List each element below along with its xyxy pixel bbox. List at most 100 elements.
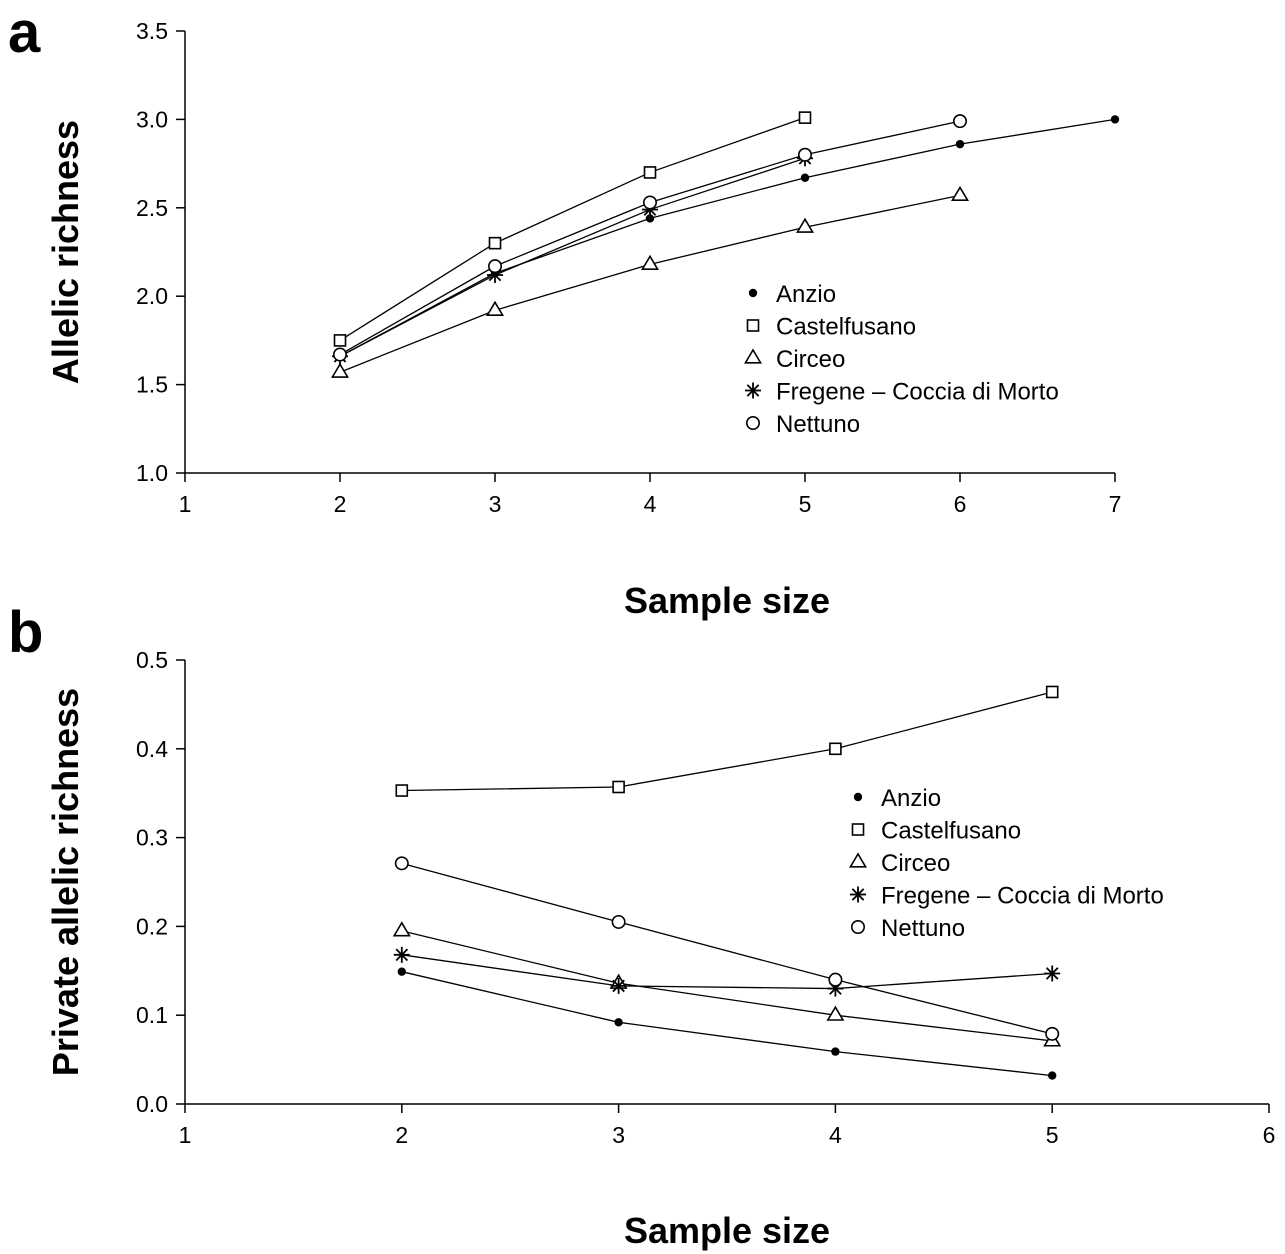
legend-label: Nettuno [776,411,860,438]
legend-marker [850,886,866,903]
legend-label: Circeo [881,850,950,877]
data-point [797,147,812,162]
x-tick-label: 1 [179,1122,192,1148]
series-markers [397,967,1057,1080]
series-anzio [339,118,1116,357]
series-line [401,691,1053,792]
data-point [826,1005,845,1021]
asterisk-stroke [612,979,625,993]
series-markers [394,856,1060,1041]
series-nettuno [401,862,1053,1035]
x-tick-label: 5 [1046,1122,1059,1148]
series-line [339,157,806,357]
y-tick-label: 1.5 [136,372,168,398]
x-axis-title: Sample size [624,580,830,621]
x-tick-label: 2 [334,491,347,517]
data-point [392,921,411,937]
legend-marker [743,348,763,364]
series-markers [332,150,813,365]
series-markers [393,946,1061,997]
data-point [1045,1026,1060,1041]
series-line [401,954,1053,990]
x-tick-label: 6 [1263,1122,1276,1148]
data-point [332,347,347,362]
data-point [798,111,812,124]
data-point [612,780,625,794]
data-point [950,185,970,202]
data-point [395,784,409,797]
series-line [401,862,1053,1035]
data-point [1044,965,1061,982]
legend-marker [746,319,760,332]
data-point [393,946,410,963]
data-point [614,1018,623,1027]
legend-marker [850,919,865,934]
x-tick-label: 3 [489,491,502,517]
series-markers [395,685,1059,797]
legend: Anzio Castelfusano Circeo Fregene – Coccia … [743,281,1059,438]
y-tick-label: 0.3 [136,825,168,851]
data-point [333,334,347,347]
y-tick-label: 2.5 [136,195,168,221]
legend-label: Circeo [776,346,845,373]
data-point [800,173,810,182]
y-tick-label: 1.0 [136,460,168,486]
legend-label: Castelfusano [881,818,1021,845]
data-point [828,972,843,987]
y-tick-label: 0.0 [136,1091,168,1117]
x-tick-label: 1 [179,491,192,517]
y-tick-label: 0.1 [136,1002,168,1028]
series-fregene-coccia-di-morto [339,157,806,357]
x-tick-label: 5 [799,491,812,517]
legend-label: Anzio [776,281,836,308]
x-tick-label: 4 [644,491,657,517]
panel-letter: a [8,0,41,65]
data-point [610,977,627,994]
y-axis-title: Allelic richness [45,120,86,384]
legend-label: Anzio [881,785,941,812]
legend: Anzio Castelfusano Circeo Fregene – Coccia … [848,785,1164,942]
legend-label: Nettuno [881,915,965,942]
data-point [488,236,502,250]
data-point [955,139,965,149]
series-castelfusano [401,691,1053,792]
legend-label: Fregene – Coccia di Morto [776,379,1059,406]
legend-marker [848,852,868,868]
y-tick-label: 0.4 [136,736,168,762]
legend-marker [853,792,863,802]
series-line [339,118,1116,357]
legend-marker [745,382,761,399]
data-point [394,856,409,871]
y-axis-title: Private allelic richness [45,688,86,1076]
data-point [487,259,502,274]
data-point [952,114,967,129]
series-markers [332,114,967,362]
series-markers [330,185,970,378]
series-markers [335,115,1120,361]
data-point [1048,1071,1057,1080]
asterisk-stroke [395,948,409,962]
data-point [1045,685,1059,699]
legend-label: Fregene – Coccia di Morto [881,883,1164,910]
x-tick-label: 4 [829,1122,842,1148]
data-point [643,166,657,179]
x-tick-label: 7 [1109,491,1122,517]
series-markers [392,921,1062,1047]
x-tick-label: 2 [395,1122,408,1148]
data-point [485,300,505,316]
data-point [640,254,660,270]
legend-marker [748,288,758,298]
series-line [339,117,806,341]
series-castelfusano [339,117,806,341]
x-axis-title: Sample size [624,1210,830,1251]
series-anzio [401,971,1053,1077]
y-tick-label: 0.5 [136,647,168,673]
series-fregene-coccia-di-morto [401,954,1053,990]
y-tick-label: 0.2 [136,913,168,939]
data-point [611,914,626,929]
data-point [330,362,350,378]
series-line [401,971,1053,1077]
asterisk-stroke [851,888,865,901]
y-tick-label: 2.0 [136,283,168,309]
